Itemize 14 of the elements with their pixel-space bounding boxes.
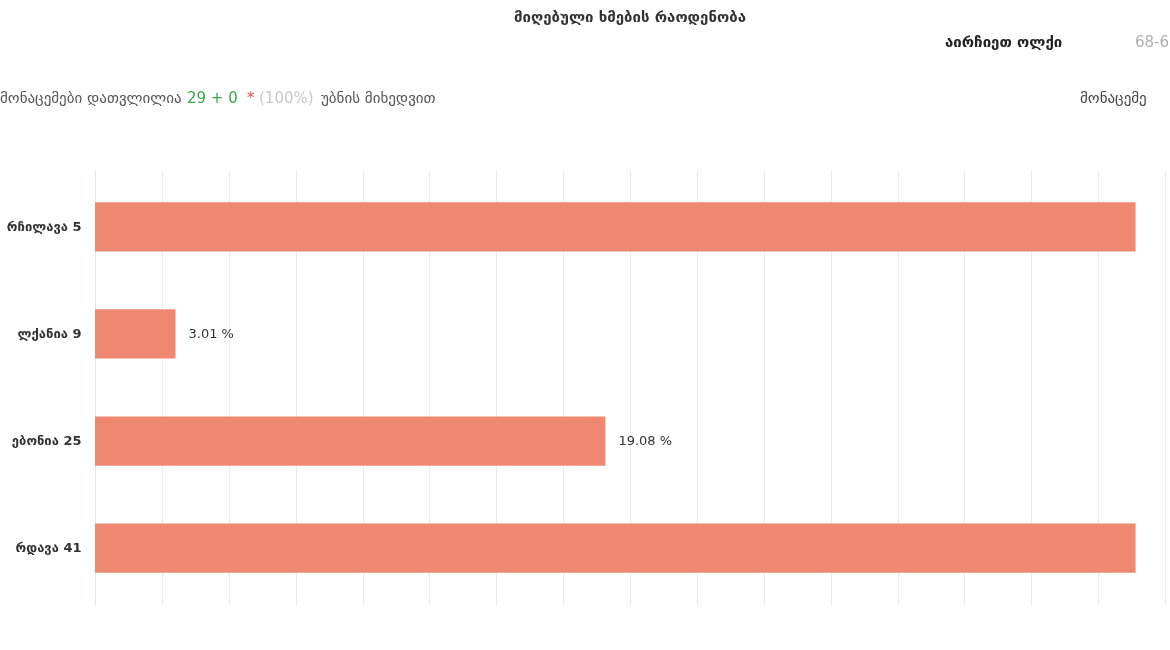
- text: მონაცემები დათვლილია: [0, 89, 182, 107]
- text: უბნის მიხედვით: [321, 89, 436, 107]
- y-tick-label: რჩილავა 5: [6, 218, 82, 234]
- text: აირჩიეთ ოლქი: [945, 33, 1063, 51]
- text: *: [247, 89, 255, 107]
- y-tick-label: ლქანია 9: [17, 325, 82, 341]
- y-tick-label: ებონია 25: [11, 433, 82, 449]
- y-tick-label: რდავა 41: [15, 540, 82, 556]
- chart-title: მიღებული ხმების რაოდენობა: [514, 8, 746, 26]
- data-label: 19.08 %: [618, 433, 673, 449]
- text: 68-6: [1135, 33, 1170, 51]
- data-label: 3.01 %: [188, 325, 234, 341]
- text: მონაცემე: [1080, 89, 1147, 107]
- text: 29 + 0: [187, 89, 238, 107]
